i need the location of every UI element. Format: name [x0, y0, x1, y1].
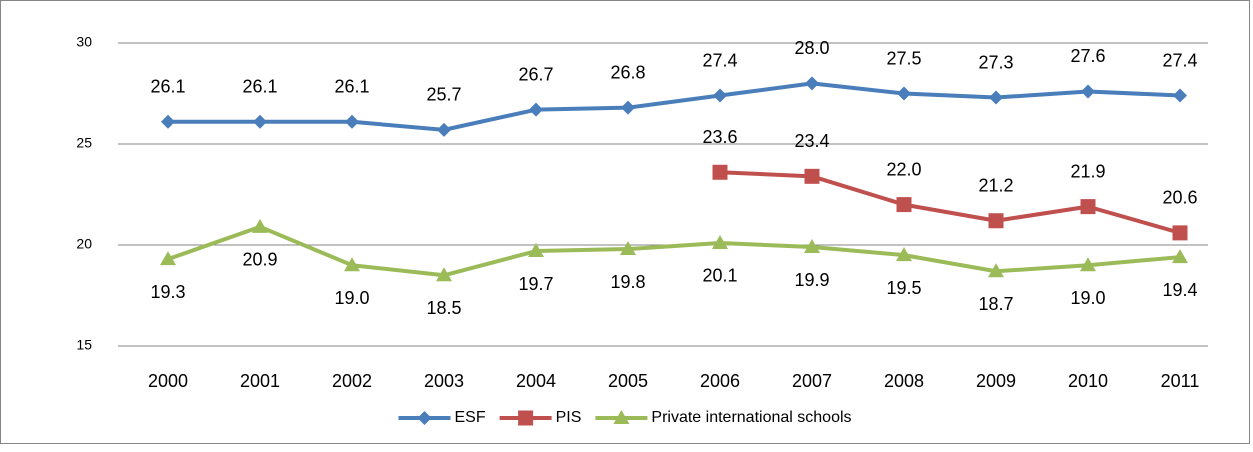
data-label: 19.5: [886, 278, 921, 298]
marker: [1172, 225, 1188, 241]
y-tick-label: 25: [76, 135, 92, 151]
series-line: [167, 224, 1181, 278]
legend-label: PIS: [556, 409, 582, 426]
data-label: 26.1: [334, 77, 369, 97]
x-tick-label: 2010: [1068, 371, 1108, 391]
x-tick-label: 2007: [792, 371, 832, 391]
data-label: 19.9: [794, 270, 829, 290]
data-label: 21.9: [1070, 161, 1105, 181]
data-label: 20.6: [1162, 188, 1197, 208]
data-label: 19.8: [610, 272, 645, 292]
marker: [252, 218, 268, 233]
data-label: 27.3: [978, 52, 1013, 72]
data-label: 22.0: [886, 159, 921, 179]
data-label: 27.5: [886, 48, 921, 68]
data-label: 20.9: [242, 250, 277, 270]
data-label: 19.0: [1070, 288, 1105, 308]
data-label: 20.1: [702, 266, 737, 286]
data-label: 27.4: [702, 50, 737, 70]
marker: [805, 76, 819, 91]
marker: [896, 197, 912, 213]
marker: [989, 90, 1003, 105]
marker: [804, 168, 820, 184]
marker: [529, 102, 543, 117]
data-label: 18.5: [426, 298, 461, 318]
y-tick-label: 20: [76, 236, 92, 252]
series-line: [168, 81, 1181, 132]
marker: [713, 88, 727, 103]
y-tick-label: 30: [76, 34, 92, 50]
data-label: 23.4: [794, 131, 829, 151]
marker: [621, 100, 635, 115]
x-tick-label: 2004: [516, 371, 556, 391]
marker: [1080, 199, 1096, 215]
marker: [712, 164, 728, 180]
data-label: 19.7: [518, 274, 553, 294]
marker: [620, 241, 636, 256]
data-label: 23.6: [702, 127, 737, 147]
data-label: 26.8: [610, 62, 645, 82]
data-label: 19.0: [334, 288, 369, 308]
legend: ESF PIS Private international schools: [398, 409, 852, 426]
marker: [613, 410, 630, 424]
data-label: 26.1: [150, 77, 185, 97]
marker: [518, 410, 534, 426]
data-label: 19.3: [150, 282, 185, 302]
legend-label: Private international schools: [651, 409, 851, 426]
marker: [712, 234, 728, 249]
data-label: 21.2: [978, 176, 1013, 196]
data-label: 18.7: [978, 294, 1013, 314]
series-line: [719, 170, 1181, 235]
marker: [988, 263, 1004, 278]
marker: [253, 114, 267, 129]
y-tick-label: 15: [76, 337, 92, 353]
marker: [345, 114, 359, 129]
marker: [1172, 249, 1188, 264]
data-label: 27.4: [1162, 50, 1197, 70]
data-label: 26.1: [242, 77, 277, 97]
marker: [804, 239, 820, 254]
x-tick-label: 2011: [1161, 371, 1200, 391]
marker: [528, 243, 544, 258]
marker: [344, 257, 360, 272]
marker: [897, 86, 911, 101]
x-tick-label: 2005: [608, 371, 648, 391]
x-tick-label: 2000: [148, 371, 188, 391]
marker: [1173, 88, 1187, 103]
data-label: 19.4: [1162, 280, 1197, 300]
marker: [1080, 257, 1096, 272]
marker: [160, 251, 176, 266]
marker: [1081, 84, 1095, 99]
x-tick-label: 2002: [332, 371, 372, 391]
chart-border: [0, 0, 1250, 444]
x-tick-label: 2008: [884, 371, 924, 391]
legend-label: ESF: [454, 409, 485, 426]
x-tick-label: 2003: [424, 371, 464, 391]
data-label: 25.7: [426, 85, 461, 105]
marker: [988, 213, 1004, 229]
marker: [417, 411, 432, 425]
x-tick-label: 2006: [700, 371, 740, 391]
marker: [437, 122, 451, 137]
data-label: 26.7: [518, 64, 553, 84]
x-tick-label: 2001: [240, 371, 280, 391]
marker: [896, 247, 912, 262]
data-label: 27.6: [1070, 46, 1105, 66]
marker: [161, 114, 175, 129]
x-tick-label: 2009: [976, 371, 1016, 391]
marker: [436, 267, 452, 282]
data-label: 28.0: [794, 38, 829, 58]
